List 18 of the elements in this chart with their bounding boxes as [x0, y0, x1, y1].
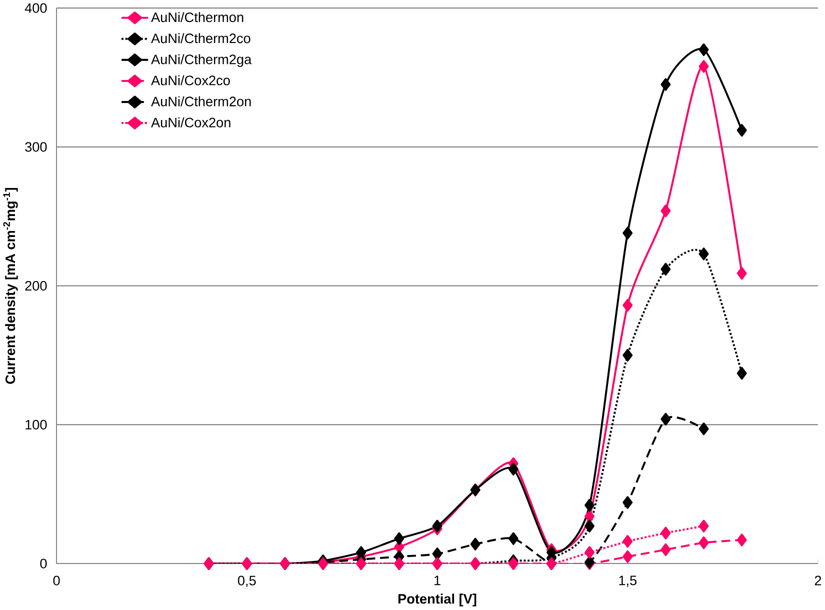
- x-tick-label: 1,5: [619, 576, 637, 588]
- y-tick-label: 300: [25, 142, 47, 152]
- x-axis-title: Potential [V]: [398, 594, 476, 607]
- legend-label: AuNi/Ctherm2co: [151, 33, 250, 44]
- x-tick-label: 0,5: [238, 576, 256, 588]
- y-tick-label: 0: [40, 558, 47, 569]
- x-tick-label: 2: [814, 576, 822, 586]
- legend-label: AuNi/Ctherm2on: [151, 96, 251, 107]
- x-tick-label: 1: [434, 576, 440, 586]
- y-tick-label: 200: [25, 281, 47, 291]
- y-axis-title: Current density [mA cm$^{-2}$mg$^{-1}$]: [3, 188, 18, 384]
- y-tick-label: 100: [26, 420, 47, 430]
- x-tick-label: 0: [53, 576, 60, 586]
- y-tick-label: 400: [24, 3, 47, 14]
- legend-label: AuNi/Cox2on: [151, 118, 230, 128]
- legend-label: AuNi/Ctherm2ga: [151, 54, 252, 68]
- legend-label: AuNi/Cthermon: [151, 12, 244, 22]
- legend-label: AuNi/Cox2co: [151, 75, 230, 86]
